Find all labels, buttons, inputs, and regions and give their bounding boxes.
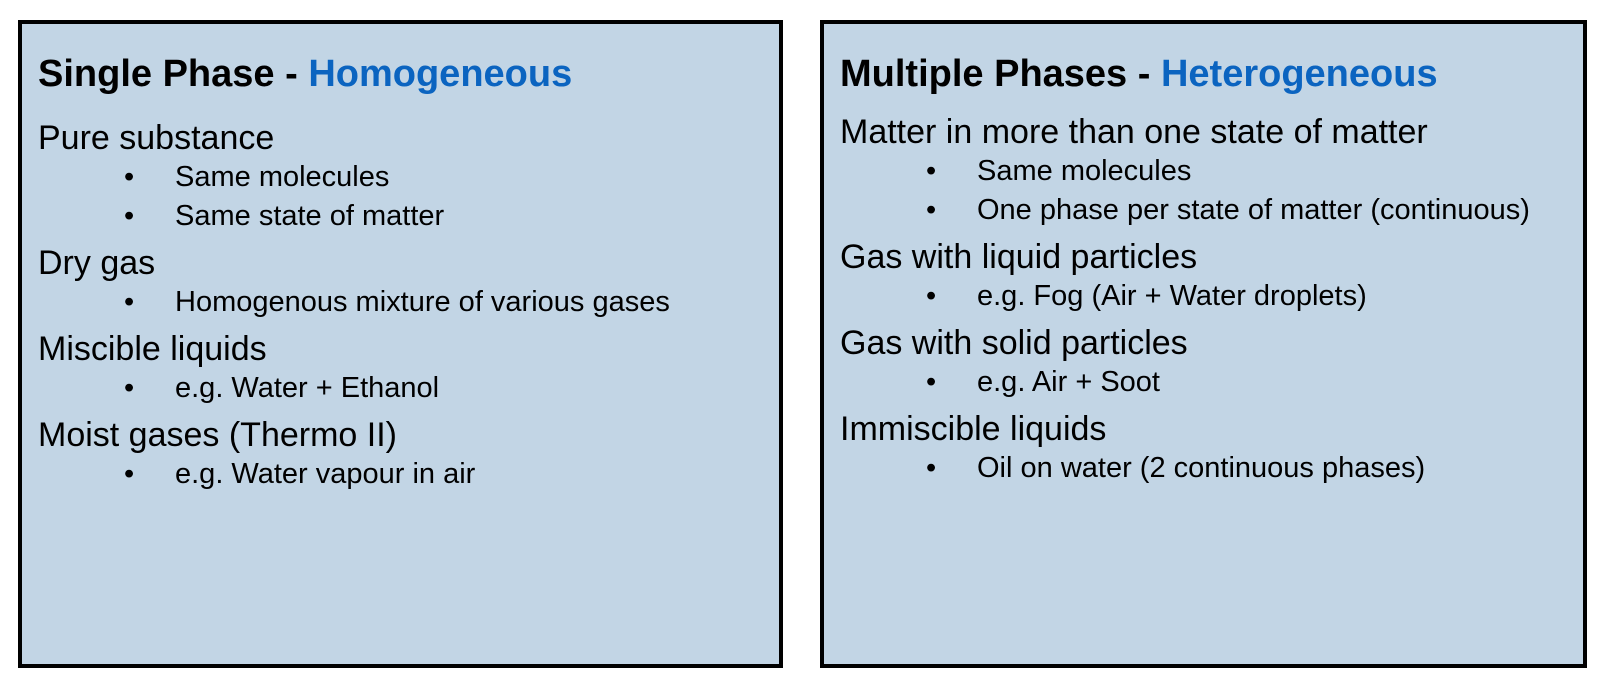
section-heading: Immiscible liquids [840,410,1107,448]
section-heading: Miscible liquids [38,330,267,368]
section-moist-gases: Moist gases (Thermo II) • e.g. Water vapo… [38,415,765,494]
bullet-text: Same molecules [977,155,1192,187]
section-heading: Dry gas [38,244,156,282]
bullet-text: e.g. Water vapour in air [175,458,476,490]
bullet-item: • Same molecules [38,158,765,197]
bullet-list: • e.g. Water vapour in air [38,455,765,494]
section-heading: Moist gases (Thermo II) [38,416,397,454]
bullet-text: e.g. Fog (Air + Water droplets) [977,280,1367,312]
panel-single-phase: Single Phase - Homogeneous Pure substanc… [18,20,783,668]
bullet-item: • e.g. Air + Soot [840,363,1569,402]
bullet-marker: • [926,194,937,226]
bullet-item: • e.g. Water + Ethanol [38,369,765,408]
bullet-text: e.g. Air + Soot [977,366,1160,398]
bullet-marker: • [926,155,937,187]
title-accent: Homogeneous [308,53,573,95]
bullet-item: • Same molecules [840,152,1569,191]
bullet-list: • Same molecules • One phase per state of … [840,152,1569,230]
section-heading: Pure substance [38,119,275,157]
bullet-marker: • [124,458,135,490]
bullet-list: • e.g. Water + Ethanol [38,369,765,408]
title-accent: Heterogeneous [1160,53,1438,95]
bullet-list: • e.g. Air + Soot [840,363,1569,402]
section-immiscible-liquids: Immiscible liquids • Oil on water (2 cont… [840,409,1569,488]
bullet-item: • Oil on water (2 continuous phases) [840,449,1569,488]
panel-title: Multiple Phases - Heterogeneous [840,48,1569,100]
title-prefix: Multiple Phases - [840,53,1161,95]
bullet-marker: • [124,286,135,318]
bullet-marker: • [926,366,937,398]
bullet-marker: • [124,161,135,193]
bullet-item: • One phase per state of matter (continuo… [840,191,1569,230]
bullet-item: • Same state of matter [38,197,765,236]
section-gas-liquid-particles: Gas with liquid particles • e.g. Fog (Air… [840,237,1569,316]
bullet-marker: • [124,200,135,232]
bullet-text: Homogenous mixture of various gases [175,286,670,318]
bullet-marker: • [926,280,937,312]
bullet-marker: • [124,372,135,404]
section-matter-states: Matter in more than one state of matter … [840,112,1569,230]
bullet-list: • Oil on water (2 continuous phases) [840,449,1569,488]
bullet-text: One phase per state of matter (continuou… [977,194,1530,226]
section-dry-gas: Dry gas • Homogenous mixture of various g… [38,243,765,322]
bullet-item: • e.g. Fog (Air + Water droplets) [840,277,1569,316]
panel-multiple-phases: Multiple Phases - Heterogeneous Matter i… [820,20,1587,668]
section-heading: Gas with liquid particles [840,238,1198,276]
bullet-text: Oil on water (2 continuous phases) [977,452,1426,484]
bullet-item: • e.g. Water vapour in air [38,455,765,494]
section-pure-substance: Pure substance • Same molecules • Same sta… [38,118,765,236]
section-miscible-liquids: Miscible liquids • e.g. Water + Ethanol [38,329,765,408]
bullet-marker: • [926,452,937,484]
section-gas-solid-particles: Gas with solid particles • e.g. Air + Soo… [840,323,1569,402]
title-prefix: Single Phase - [38,53,309,95]
bullet-list: • Same molecules • Same state of matter [38,158,765,236]
bullet-list: • Homogenous mixture of various gases [38,283,765,322]
section-heading: Matter in more than one state of matter [840,113,1428,151]
bullet-text: Same molecules [175,161,390,193]
bullet-list: • e.g. Fog (Air + Water droplets) [840,277,1569,316]
section-heading: Gas with solid particles [840,324,1188,362]
bullet-text: e.g. Water + Ethanol [175,372,440,404]
panel-title: Single Phase - Homogeneous [38,48,765,100]
bullet-item: • Homogenous mixture of various gases [38,283,765,322]
bullet-text: Same state of matter [175,200,445,232]
